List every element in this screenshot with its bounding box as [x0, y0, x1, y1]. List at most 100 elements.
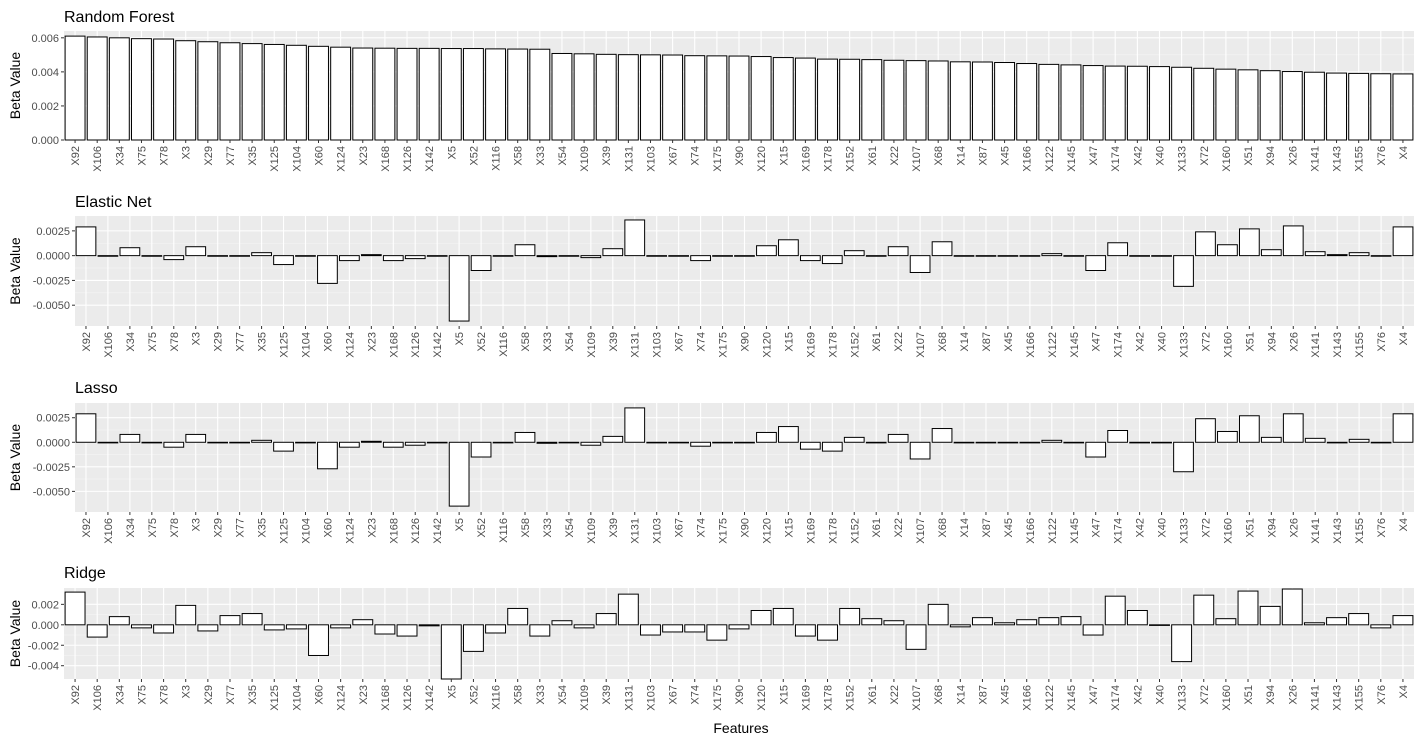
x-tick-label: X60	[314, 685, 326, 705]
x-tick-label: X124	[336, 685, 348, 711]
x-tick-label: X131	[623, 146, 635, 172]
x-tick-label: X78	[159, 685, 171, 705]
bar	[1326, 72, 1347, 141]
x-tick-label: X126	[410, 518, 422, 544]
x-tick-label: X77	[225, 146, 237, 166]
x-tick-label: X174	[1113, 518, 1125, 544]
bar	[485, 624, 507, 634]
x-tick-label: X23	[358, 685, 370, 705]
bar	[1173, 441, 1194, 473]
bar	[1060, 616, 1082, 626]
bar	[1129, 441, 1150, 444]
bar	[285, 44, 307, 141]
bar	[185, 246, 207, 257]
panel-random-forest: 0.000 0.002 0.004 0.006 X92 X106 X34 X75 X78 X3 X2…	[7, 9, 1414, 172]
x-tick-label: X58	[520, 518, 532, 538]
bar	[617, 54, 639, 141]
x-tick-label: X142	[424, 146, 436, 172]
x-tick-label: X169	[800, 146, 812, 172]
x-tick-label: X47	[1091, 332, 1103, 352]
bar	[141, 255, 163, 257]
bar	[1082, 65, 1104, 141]
x-tick-label: X109	[586, 332, 598, 358]
x-tick-label: X90	[740, 518, 752, 538]
x-tick-label: X76	[1376, 518, 1388, 538]
bar	[339, 441, 360, 448]
x-tick-label: X87	[977, 685, 989, 705]
x-tick-label: X61	[871, 332, 883, 352]
bar	[971, 617, 993, 626]
x-tick-label: X5	[446, 685, 458, 698]
x-tick-label: X125	[279, 332, 291, 358]
x-tick-label: X33	[542, 332, 554, 352]
bar	[734, 255, 755, 257]
bar	[470, 255, 492, 272]
x-tick-label: X109	[579, 146, 591, 172]
x-tick-label: X47	[1088, 146, 1100, 166]
bar	[470, 441, 492, 458]
bar	[352, 47, 374, 141]
x-tick-label: X42	[1135, 332, 1147, 352]
bar	[317, 255, 338, 284]
x-tick-label: X52	[476, 332, 488, 352]
bar	[750, 609, 772, 626]
x-tick-label: X92	[81, 518, 93, 538]
x-tick-label: X58	[513, 685, 525, 705]
bar	[1348, 252, 1370, 257]
bar	[1193, 67, 1215, 141]
bar	[1060, 64, 1082, 141]
bar	[382, 255, 404, 262]
bar	[1149, 624, 1170, 626]
bar	[640, 54, 661, 141]
y-axis-title: Beta Value	[7, 600, 23, 668]
x-tick-label: X90	[740, 332, 752, 352]
x-tick-label: X90	[734, 146, 746, 166]
x-tick-label: X143	[1332, 685, 1344, 711]
bar	[1217, 430, 1238, 443]
x-tick-label: X34	[125, 518, 137, 538]
bar	[953, 255, 975, 257]
x-tick-label: X174	[1113, 332, 1125, 358]
bar	[602, 248, 624, 257]
x-tick-label: X142	[432, 518, 444, 544]
y-tick-label: -0.0050	[33, 486, 70, 498]
x-tick-label: X4	[1398, 146, 1410, 159]
x-tick-label: X145	[1069, 332, 1081, 358]
x-tick-label: X67	[668, 685, 680, 705]
x-tick-label: X58	[513, 146, 525, 166]
bar	[418, 624, 440, 627]
bar	[108, 37, 130, 141]
bar	[994, 622, 1016, 626]
bar	[1063, 255, 1085, 257]
x-tick-label: X116	[491, 685, 503, 710]
x-tick-label: X126	[402, 146, 414, 172]
bar	[229, 255, 251, 257]
x-tick-label: X77	[235, 518, 247, 538]
bar	[778, 426, 799, 443]
bar	[339, 255, 360, 262]
bar	[1238, 228, 1260, 257]
x-tick-label: X78	[169, 518, 181, 538]
bar	[624, 407, 646, 443]
x-tick-label: X76	[1376, 685, 1388, 705]
x-tick-label: X178	[827, 332, 839, 358]
bar	[64, 35, 86, 141]
x-tick-label: X122	[1044, 146, 1056, 172]
bar	[646, 255, 668, 257]
bar	[843, 436, 865, 443]
bar	[1260, 249, 1282, 257]
x-tick-label: X145	[1066, 685, 1078, 711]
y-tick-label: 0.002	[31, 101, 59, 113]
bar	[175, 40, 197, 141]
bar	[1038, 63, 1060, 141]
bar	[909, 255, 931, 273]
panel-title: Lasso	[75, 380, 118, 397]
bar	[684, 624, 706, 633]
x-tick-label: X178	[827, 518, 839, 544]
bar	[1370, 624, 1392, 629]
bar	[728, 624, 750, 630]
x-tick-label: X60	[322, 518, 334, 538]
bar	[640, 624, 661, 636]
x-tick-label: X29	[203, 685, 215, 705]
